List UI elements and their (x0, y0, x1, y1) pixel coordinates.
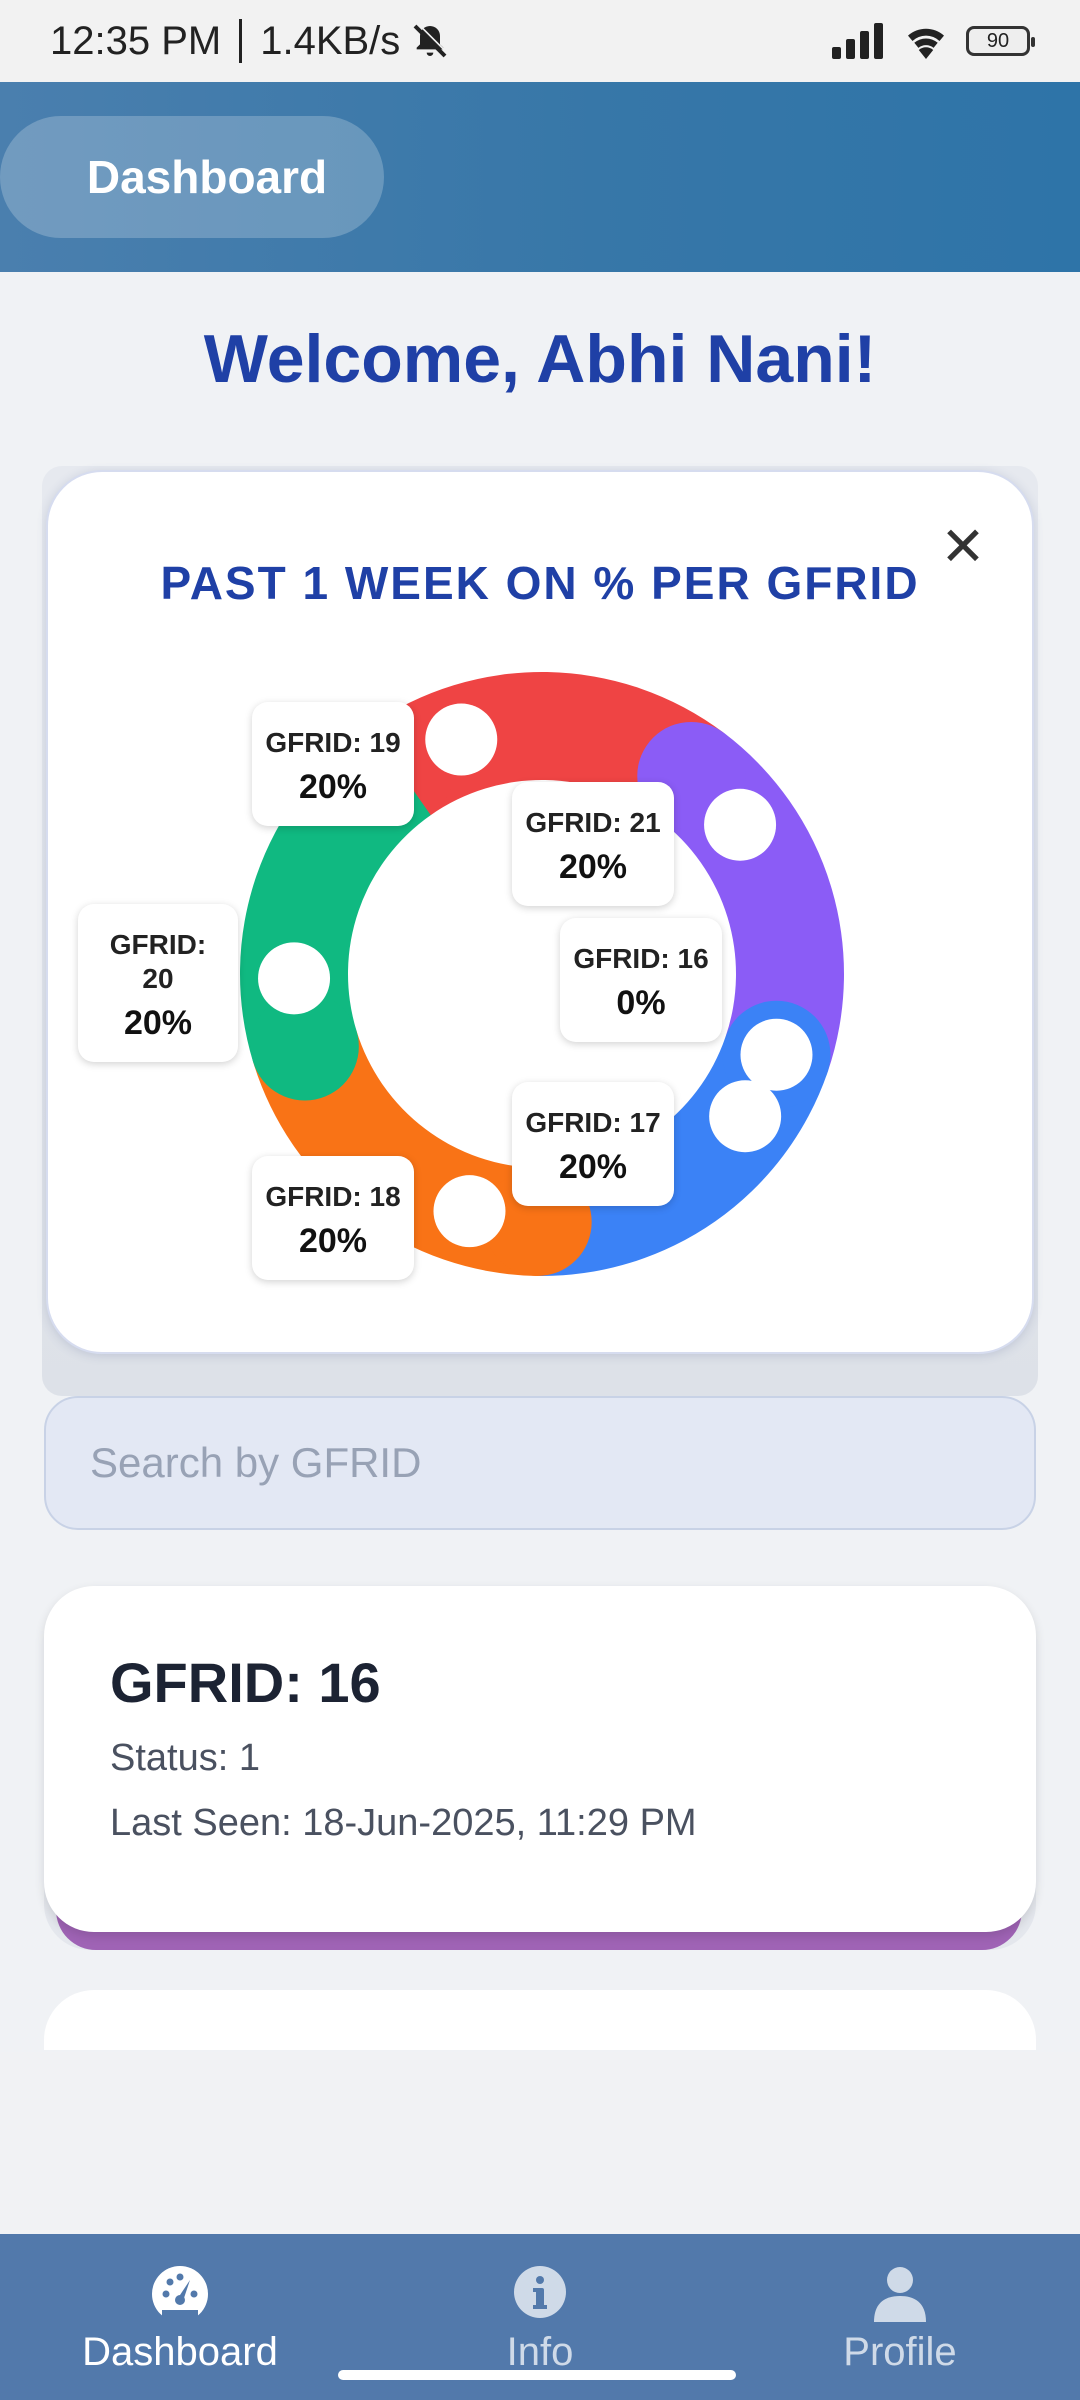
wifi-icon (908, 28, 944, 59)
slice-label: GFRID: 16 0% (560, 918, 722, 1042)
gauge-icon (152, 2266, 208, 2324)
home-indicator (338, 2370, 736, 2380)
nav-label-info: Info (506, 2330, 574, 2374)
nav-profile[interactable]: Profile (720, 2234, 1080, 2400)
slice-label: GFRID: 20 20% (78, 904, 238, 1062)
nav-dashboard[interactable]: Dashboard (0, 2234, 360, 2400)
slice-label: GFRID: 21 20% (512, 782, 674, 906)
status-speed: 1.4KB/s (260, 18, 401, 63)
device-status: Status: 1 (110, 1737, 260, 1779)
dashboard-tab-pill[interactable]: Dashboard (0, 116, 384, 238)
nav-label-dashboard: Dashboard (82, 2330, 278, 2374)
status-separator (239, 19, 243, 63)
bell-off-icon (413, 22, 449, 58)
status-bar: 12:35 PM 1.4KB/s 90 (0, 0, 1080, 82)
slice-label: GFRID: 17 20% (512, 1082, 674, 1206)
slice-label-name: GFRID: 17 (525, 1106, 661, 1138)
slice-label-percent: 0% (616, 983, 666, 1022)
search-input[interactable] (44, 1396, 1036, 1530)
device-card-next[interactable] (44, 1990, 1036, 2050)
chart-title: PAST 1 WEEK ON % PER GFRID (160, 557, 920, 609)
header-title: Dashboard (86, 151, 328, 203)
slice-label-percent: 20% (298, 1221, 368, 1260)
slice-marker-dot (740, 1018, 813, 1091)
slice-label-name: GFRID: 21 (525, 806, 661, 838)
slice-label-percent: 20% (558, 1147, 628, 1186)
content-bottom-area (0, 2052, 1080, 2232)
device-last-seen: Last Seen: 18-Jun-2025, 11:29 PM (110, 1802, 697, 1844)
battery-icon: 90 (966, 26, 1035, 56)
nav-label-profile: Profile (843, 2330, 957, 2374)
slice-label-name: GFRID: 19 (265, 726, 401, 758)
slice-marker-dot (425, 703, 498, 776)
slice-label-percent: 20% (123, 1003, 193, 1042)
donut-slice-cap (250, 992, 359, 1101)
user-icon (874, 2267, 926, 2322)
slice-label: GFRID: 18 20% (252, 1156, 414, 1280)
slice-label-name: GFRID: 18 (265, 1180, 401, 1212)
slice-marker-dot (258, 942, 331, 1015)
device-card[interactable]: GFRID: 16 Status: 1 Last Seen: 18-Jun-20… (44, 1586, 1036, 1932)
device-gfrid: GFRID: 16 (110, 1651, 381, 1714)
welcome-heading: Welcome, Abhi Nani! (203, 321, 877, 397)
slice-label-name: GFRID: 16 (573, 942, 709, 974)
nav-info[interactable]: Info (360, 2234, 720, 2400)
signal-icon (832, 23, 883, 59)
app-header: Dashboard (0, 82, 1080, 272)
slice-marker-dot (704, 788, 777, 861)
info-icon (514, 2266, 566, 2318)
slice-label-percent: 20% (558, 847, 628, 886)
chart-card: PAST 1 WEEK ON % PER GFRID ✕ GFRID: 19 20… (46, 470, 1034, 1354)
slice-label: GFRID: 19 20% (252, 702, 414, 826)
status-time: 12:35 PM (50, 18, 222, 63)
slice-marker-dot (709, 1080, 782, 1153)
slice-marker-dot (433, 1175, 506, 1248)
slice-label-name: GFRID: 20 (109, 928, 207, 994)
close-icon[interactable]: ✕ (940, 517, 986, 577)
slice-label-percent: 20% (298, 767, 368, 806)
battery-level: 90 (986, 29, 1010, 52)
